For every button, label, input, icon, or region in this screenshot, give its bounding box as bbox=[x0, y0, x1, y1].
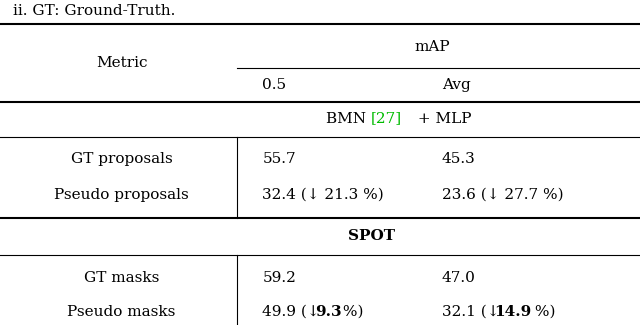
Text: 14.9: 14.9 bbox=[494, 305, 531, 319]
Text: 47.0: 47.0 bbox=[442, 271, 476, 285]
Text: %): %) bbox=[530, 305, 556, 319]
Text: GT proposals: GT proposals bbox=[71, 152, 172, 166]
Text: 32.4 (↓ 21.3 %): 32.4 (↓ 21.3 %) bbox=[262, 188, 384, 202]
Text: GT masks: GT masks bbox=[84, 271, 159, 285]
Text: Avg: Avg bbox=[442, 78, 470, 92]
Text: 9.3: 9.3 bbox=[315, 305, 342, 319]
Text: Pseudo proposals: Pseudo proposals bbox=[54, 188, 189, 202]
Text: 45.3: 45.3 bbox=[442, 152, 476, 166]
Text: 0.5: 0.5 bbox=[262, 78, 287, 92]
Text: ii. GT: Ground-Truth.: ii. GT: Ground-Truth. bbox=[13, 4, 175, 19]
Text: Metric: Metric bbox=[96, 56, 147, 71]
Text: Pseudo masks: Pseudo masks bbox=[67, 305, 176, 319]
Text: BMN: BMN bbox=[326, 111, 371, 126]
Text: 49.9 (↓: 49.9 (↓ bbox=[262, 305, 325, 319]
Text: + MLP: + MLP bbox=[413, 111, 471, 126]
Text: 59.2: 59.2 bbox=[262, 271, 296, 285]
Text: mAP: mAP bbox=[414, 40, 450, 54]
Text: 32.1 (↓: 32.1 (↓ bbox=[442, 305, 504, 319]
Text: 55.7: 55.7 bbox=[262, 152, 296, 166]
Text: %): %) bbox=[338, 305, 364, 319]
Text: SPOT: SPOT bbox=[348, 228, 395, 243]
Text: 23.6 (↓ 27.7 %): 23.6 (↓ 27.7 %) bbox=[442, 188, 563, 202]
Text: [27]: [27] bbox=[371, 111, 403, 126]
